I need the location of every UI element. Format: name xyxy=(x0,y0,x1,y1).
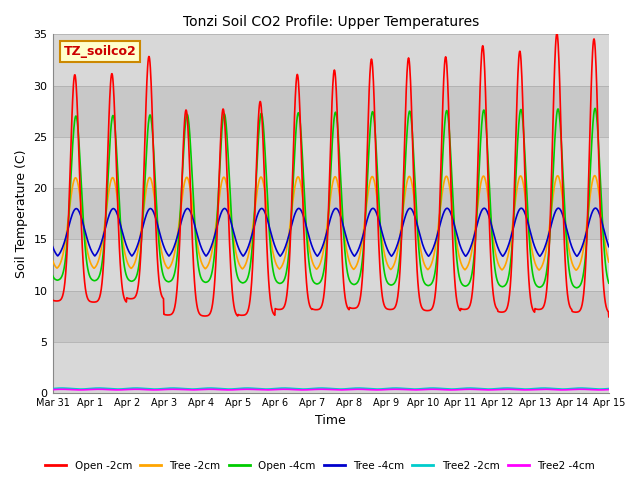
Bar xyxy=(52,137,609,188)
Bar xyxy=(52,85,609,137)
X-axis label: Time: Time xyxy=(316,414,346,427)
Title: Tonzi Soil CO2 Profile: Upper Temperatures: Tonzi Soil CO2 Profile: Upper Temperatur… xyxy=(182,15,479,29)
Bar xyxy=(52,188,609,240)
Bar xyxy=(52,291,609,342)
Bar xyxy=(52,35,609,85)
Bar xyxy=(52,342,609,393)
Bar xyxy=(52,240,609,291)
Legend: Open -2cm, Tree -2cm, Open -4cm, Tree -4cm, Tree2 -2cm, Tree2 -4cm: Open -2cm, Tree -2cm, Open -4cm, Tree -4… xyxy=(41,456,599,475)
Text: TZ_soilco2: TZ_soilco2 xyxy=(63,45,136,58)
Y-axis label: Soil Temperature (C): Soil Temperature (C) xyxy=(15,149,28,278)
